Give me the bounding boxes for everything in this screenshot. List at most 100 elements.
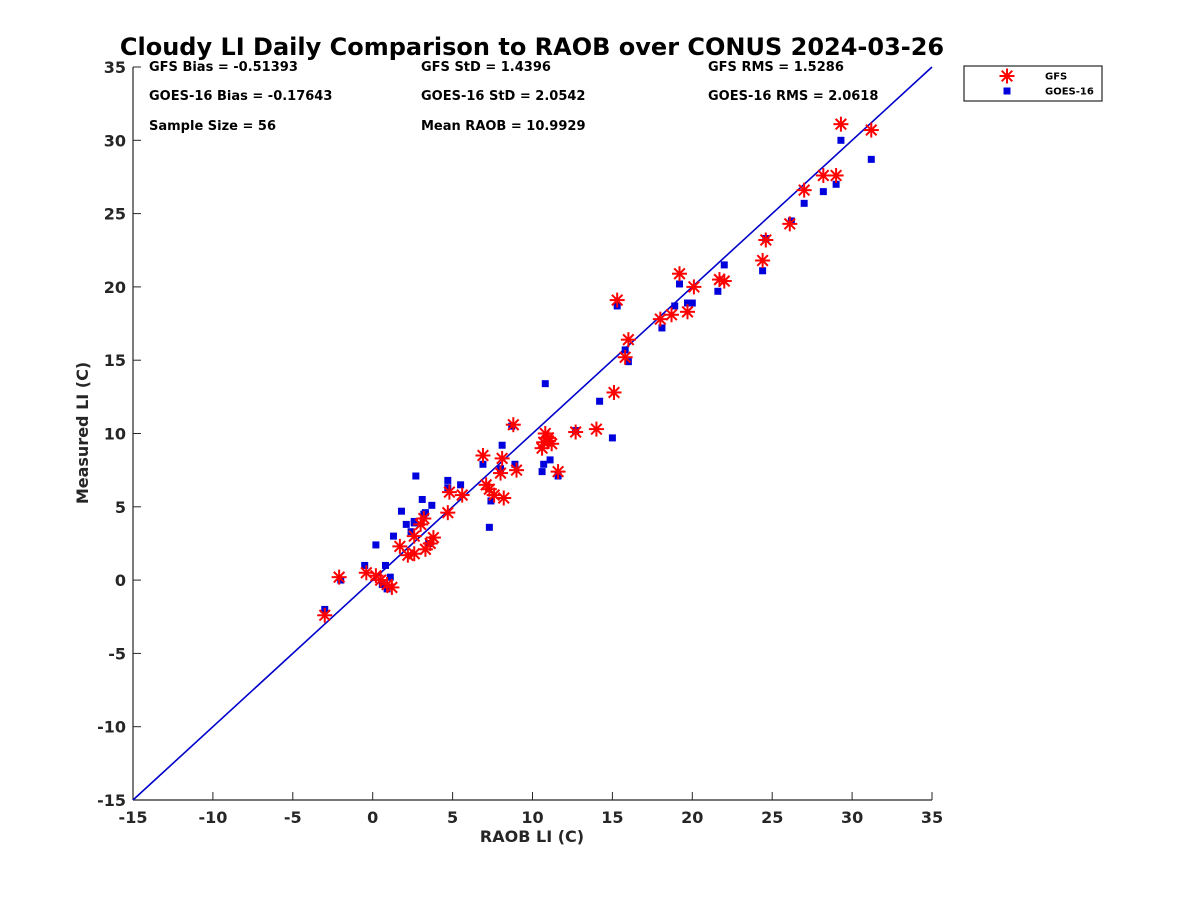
gfs-point bbox=[828, 167, 844, 183]
goes-point bbox=[671, 302, 679, 310]
x-tick-label: 5 bbox=[447, 808, 458, 827]
y-tick-label: 25 bbox=[104, 205, 126, 224]
goes-point bbox=[386, 573, 394, 581]
legend-label: GOES-16 bbox=[1045, 87, 1094, 98]
goes-point bbox=[397, 507, 405, 515]
y-tick-label: 35 bbox=[104, 58, 126, 77]
goes-point bbox=[832, 180, 840, 188]
stat-text: GFS StD = 1.4396 bbox=[421, 60, 551, 75]
goes-point bbox=[444, 476, 452, 484]
gfs-point bbox=[509, 462, 525, 478]
goes-point bbox=[372, 541, 380, 549]
y-tick-label: 0 bbox=[115, 571, 126, 590]
goes-point bbox=[596, 397, 604, 405]
goes-point bbox=[402, 520, 410, 528]
goes-point bbox=[485, 523, 493, 531]
gfs-point bbox=[425, 530, 441, 546]
gfs-point bbox=[617, 349, 633, 365]
goes-point bbox=[410, 517, 418, 525]
goes-point bbox=[684, 299, 692, 307]
goes-point bbox=[412, 472, 420, 480]
goes-point bbox=[457, 481, 465, 489]
stat-text: Mean RAOB = 10.9929 bbox=[421, 119, 586, 134]
gfs-point bbox=[494, 450, 510, 466]
gfs-point bbox=[796, 182, 812, 198]
gfs-point bbox=[368, 568, 384, 584]
goes-point bbox=[837, 136, 845, 144]
goes-point bbox=[421, 509, 429, 517]
goes-point bbox=[608, 434, 616, 442]
gfs-point bbox=[620, 332, 636, 348]
gfs-point bbox=[441, 484, 457, 500]
goes-point bbox=[658, 324, 666, 332]
legend-box bbox=[963, 65, 1103, 102]
x-tick-label: -5 bbox=[284, 808, 302, 827]
x-tick-label: 30 bbox=[841, 808, 863, 827]
gfs-point bbox=[815, 167, 831, 183]
goes-point bbox=[389, 532, 397, 540]
gfs-point bbox=[672, 266, 688, 282]
gfs-point bbox=[568, 424, 584, 440]
goes-point bbox=[418, 495, 426, 503]
y-tick-label: 30 bbox=[104, 131, 126, 150]
gfs-point bbox=[440, 505, 456, 521]
gfs-point bbox=[475, 447, 491, 463]
statistics-panel: GFS Bias = -0.51393 GFS StD = 1.4396 GFS R… bbox=[149, 60, 878, 134]
gfs-point bbox=[454, 487, 470, 503]
x-tick-label: 20 bbox=[681, 808, 703, 827]
stat-text: GOES-16 RMS = 2.0618 bbox=[708, 89, 878, 104]
x-axis-label: RAOB LI (C) bbox=[480, 827, 584, 846]
stat-text: GOES-16 Bias = -0.17643 bbox=[149, 89, 332, 104]
gfs-point bbox=[496, 490, 512, 506]
goes-point bbox=[688, 299, 696, 307]
gfs-point bbox=[588, 421, 604, 437]
gfs-point bbox=[680, 304, 696, 320]
goes-point bbox=[759, 267, 767, 275]
goes-point bbox=[428, 501, 436, 509]
gfs-point bbox=[686, 279, 702, 295]
legend: GFS GOES-16 bbox=[963, 65, 1103, 102]
gfs-point bbox=[716, 273, 732, 289]
legend-marker bbox=[1003, 87, 1011, 95]
goes-point bbox=[540, 460, 548, 468]
y-axis-label: Measured LI (C) bbox=[73, 362, 92, 504]
gfs-point bbox=[384, 579, 400, 595]
gfs-point bbox=[606, 384, 622, 400]
gfs-point bbox=[416, 511, 432, 527]
goes-point bbox=[720, 261, 728, 269]
goes-point bbox=[487, 497, 495, 505]
gfs-point bbox=[505, 417, 521, 433]
y-tick-label: 15 bbox=[104, 351, 126, 370]
goes-point bbox=[541, 380, 549, 388]
gfs-point bbox=[331, 569, 347, 585]
stat-text: Sample Size = 56 bbox=[149, 119, 276, 134]
x-tick-label: 35 bbox=[921, 808, 943, 827]
y-tick-label: -5 bbox=[108, 644, 126, 663]
x-tick-label: -10 bbox=[198, 808, 227, 827]
goes-point bbox=[498, 441, 506, 449]
gfs-point bbox=[782, 216, 798, 232]
goes-point bbox=[800, 199, 808, 207]
stat-text: GFS Bias = -0.51393 bbox=[149, 60, 298, 75]
gfs-point bbox=[664, 307, 680, 323]
x-tick-label: -15 bbox=[119, 808, 148, 827]
goes-point bbox=[361, 561, 369, 569]
gfs-point bbox=[758, 232, 774, 248]
gfs-point bbox=[317, 607, 333, 623]
y-tick-label: 5 bbox=[115, 498, 126, 517]
gfs-point bbox=[833, 116, 849, 132]
goes-point bbox=[511, 460, 519, 468]
stat-text: GOES-16 StD = 2.0542 bbox=[421, 89, 585, 104]
stat-text: GFS RMS = 1.5286 bbox=[708, 60, 844, 75]
y-tick-label: -15 bbox=[97, 791, 126, 810]
x-tick-label: 0 bbox=[367, 808, 378, 827]
legend-marker bbox=[999, 68, 1015, 84]
gfs-point bbox=[493, 465, 509, 481]
y-tick-label: 20 bbox=[104, 278, 126, 297]
x-tick-label: 10 bbox=[521, 808, 543, 827]
goes-point bbox=[538, 468, 546, 476]
goes-point bbox=[676, 280, 684, 288]
goes-point bbox=[867, 155, 875, 163]
